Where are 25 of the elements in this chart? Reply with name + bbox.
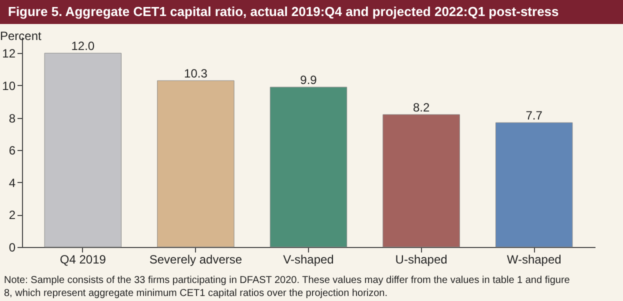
data-label: 12.0 xyxy=(71,39,95,54)
data-label: 9.9 xyxy=(300,73,318,88)
x-tick-label: V-shaped xyxy=(283,252,334,266)
data-label: 10.3 xyxy=(184,66,208,81)
y-tick-label: 4 xyxy=(8,176,16,190)
bar xyxy=(44,52,122,248)
x-tick-label: Q4 2019 xyxy=(60,252,106,266)
text: Note: Sample consists of the 33 firms participating in DFAST 2020. These values may differ from the values in table 1 and figure 8, which represent aggregate minimum CET1 capital ratios over the projection horizon. xyxy=(4,275,570,299)
y-tick-label: 8 xyxy=(8,111,16,126)
y-tick-label: 6 xyxy=(8,144,16,158)
bar xyxy=(270,86,348,248)
data-label: 7.7 xyxy=(526,108,543,123)
y-tick-label: 0 xyxy=(8,240,16,254)
y-tick-label: 2 xyxy=(8,208,16,222)
bar xyxy=(157,80,234,248)
x-tick-label: U-shaped xyxy=(395,252,448,266)
data-label: 8.2 xyxy=(412,100,430,115)
bar xyxy=(495,122,573,248)
y-axis-title: Percent xyxy=(0,29,42,43)
x-tick-label: Severely adverse xyxy=(149,252,242,266)
x-tick-label: W-shaped xyxy=(506,252,562,266)
bar xyxy=(382,114,460,248)
y-tick-label: 12 xyxy=(2,46,16,61)
chart-title: Figure 5. Aggregate CET1 capital ratio, actual 2019:Q4 and projected 2022:Q1 post-stress xyxy=(8,4,559,19)
y-tick-label: 10 xyxy=(2,78,16,93)
